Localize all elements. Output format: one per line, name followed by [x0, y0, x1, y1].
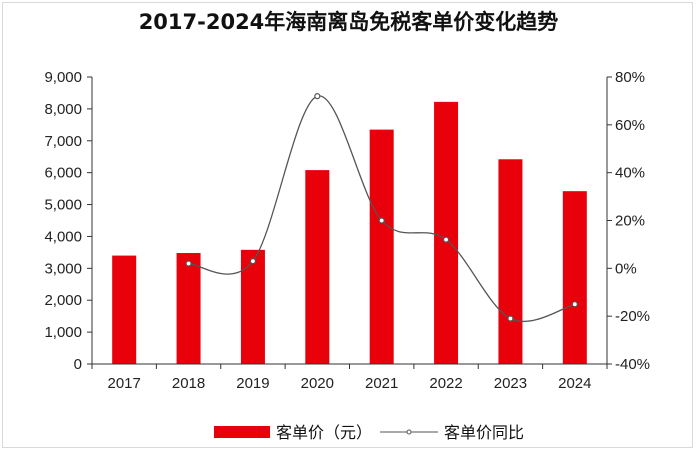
legend-line-marker	[406, 429, 412, 435]
line-point	[314, 93, 321, 100]
x-tick-label: 2023	[494, 375, 527, 392]
right-tick-label: 0%	[615, 260, 637, 277]
left-axis: 0 1,000 2,000 3,000 4,000 5,000 6,000 7,000 8,00…	[44, 69, 93, 373]
left-tick-label: 0	[74, 356, 82, 373]
line-point	[507, 315, 514, 322]
x-tick-label: 2020	[301, 375, 334, 392]
x-tick-label: 2019	[236, 375, 269, 392]
line-point	[185, 260, 192, 267]
bar	[498, 159, 523, 364]
legend-bar-label: 客单价（元）	[276, 423, 372, 442]
x-tick-label: 2024	[558, 375, 591, 392]
right-axis: -40% -20% 0% 20% 40% 60% 80%	[606, 69, 650, 373]
x-tick-label: 2018	[172, 375, 205, 392]
x-tick-label: 2017	[108, 375, 141, 392]
bar	[434, 101, 459, 364]
chart-title: 2017-2024年海南离岛免税客单价变化趋势	[138, 10, 559, 34]
legend-line-label: 客单价同比	[444, 423, 524, 442]
left-tick-label: 3,000	[44, 260, 82, 277]
x-tick-label: 2021	[365, 375, 398, 392]
bar	[240, 249, 265, 364]
x-tick-label: 2022	[429, 375, 462, 392]
left-tick-label: 5,000	[44, 197, 82, 214]
left-tick-label: 1,000	[44, 324, 82, 341]
right-tick-label: 20%	[615, 213, 645, 230]
legend-bar-swatch	[214, 426, 270, 438]
bar-series	[112, 101, 587, 364]
right-tick-label: -20%	[615, 308, 650, 325]
bar	[369, 129, 394, 364]
x-axis: 2017 2018 2019 2020 2021 2022 2023 2024	[91, 363, 608, 392]
line-series	[185, 93, 578, 323]
left-tick-label: 8,000	[44, 101, 82, 118]
bar	[562, 191, 587, 364]
line-point	[571, 301, 578, 308]
right-tick-label: 80%	[615, 69, 645, 86]
legend: 客单价（元） 客单价同比	[214, 423, 524, 442]
left-tick-label: 6,000	[44, 165, 82, 182]
line-point	[249, 258, 257, 265]
bar	[112, 255, 137, 364]
left-tick-label: 4,000	[44, 228, 82, 245]
left-tick-label: 7,000	[44, 133, 82, 150]
right-tick-label: -40%	[615, 356, 650, 373]
left-tick-label: 2,000	[44, 292, 82, 309]
bar	[305, 170, 330, 364]
line-point	[378, 217, 385, 224]
line-point	[442, 236, 450, 243]
right-tick-label: 60%	[615, 117, 645, 134]
bar	[176, 253, 201, 364]
left-tick-label: 9,000	[44, 69, 82, 86]
right-tick-label: 40%	[615, 165, 645, 182]
